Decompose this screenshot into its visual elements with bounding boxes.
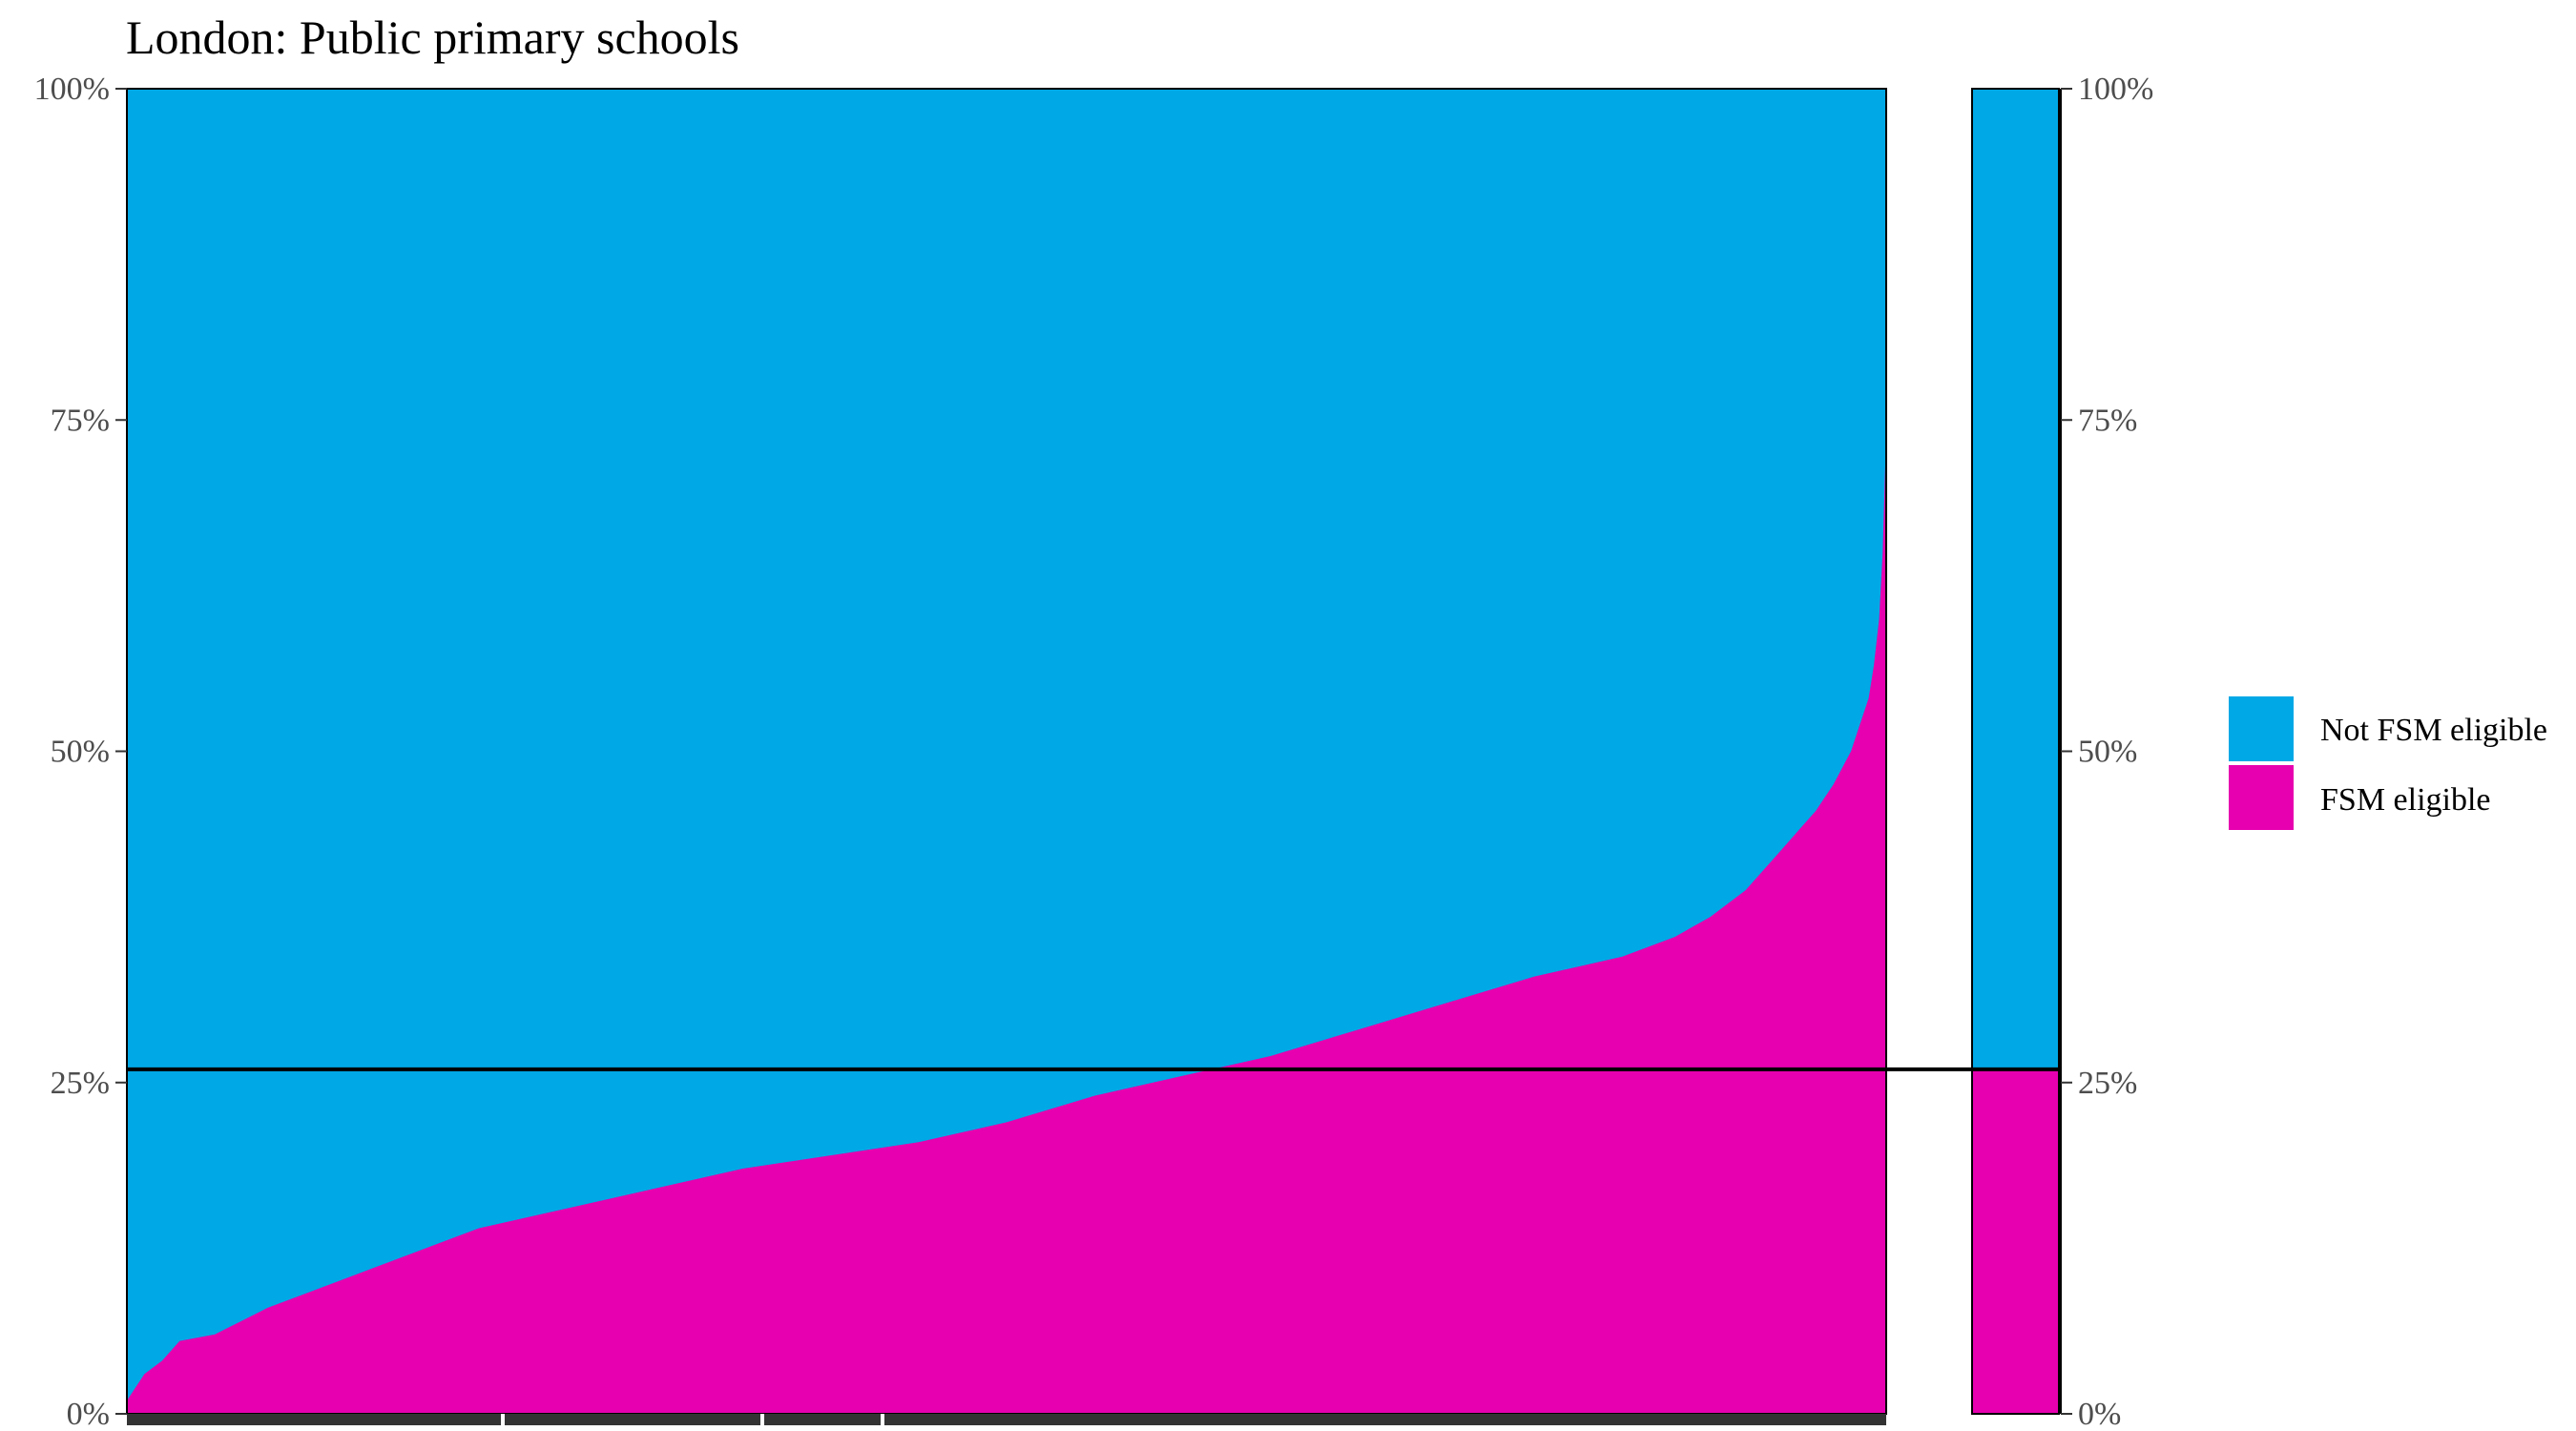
x-axis-tick-gap-0 [501,1414,505,1425]
right-y-axis: 0% 25% 50% 75% 100% [2060,72,2153,1431]
legend-label-fsm: FSM eligible [2320,782,2491,818]
x-axis-tick-gap-2 [881,1414,884,1425]
right-tick-label: 75% [2078,403,2137,438]
left-tick-label: 75% [51,403,110,438]
right-tick-label: 25% [2078,1066,2137,1101]
left-tick-label: 100% [34,72,110,107]
left-tick-label: 0% [67,1397,110,1431]
x-axis-school-ticks [127,1414,1886,1425]
legend-label-not-fsm: Not FSM eligible [2320,713,2547,748]
legend-swatch-fsm [2229,765,2294,830]
overall-bar-border [1971,88,2060,1415]
right-tick-label: 100% [2078,72,2153,107]
overall-bar-fsm [1972,1068,2059,1414]
legend: Not FSM eligible FSM eligible [2229,696,2547,830]
left-tick-label: 50% [51,735,110,770]
left-tick-label: 25% [51,1066,110,1101]
right-tick-label: 0% [2078,1397,2121,1431]
chart-title: London: Public primary schools [126,10,739,64]
plot-area [126,88,2060,1425]
area-fsm-eligible [127,433,1886,1415]
overall-bar-not-fsm [1972,89,2059,1069]
left-y-axis: 0% 25% 50% 75% 100% [34,72,128,1431]
legend-swatch-not-fsm [2229,696,2294,761]
x-axis-tick-gap-1 [760,1414,764,1425]
right-tick-label: 50% [2078,735,2137,770]
